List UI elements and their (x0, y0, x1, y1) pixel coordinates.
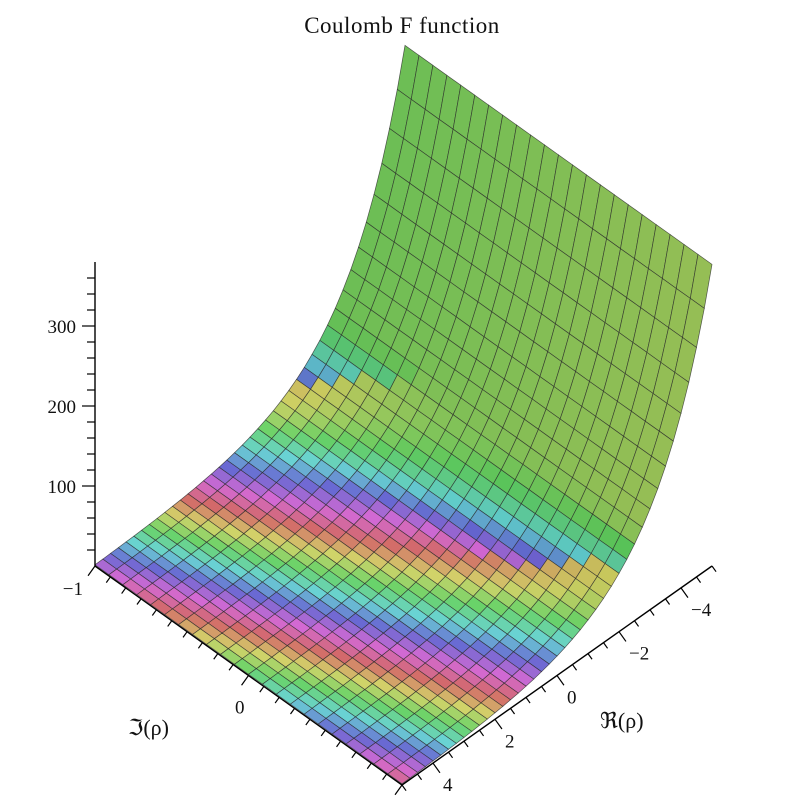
x-tick-mark (417, 773, 423, 781)
x-tick-mark (572, 664, 578, 671)
y-tick-mark (351, 751, 357, 759)
y-tick-mark (167, 620, 173, 627)
x-tick-mark (711, 565, 717, 573)
y-tick-mark (336, 740, 342, 748)
y-tick-label: 0 (235, 698, 245, 719)
x-tick-mark (479, 729, 485, 737)
x-tick-mark (556, 675, 565, 686)
z-tick-label: 100 (48, 477, 77, 498)
y-tick-mark (394, 784, 403, 796)
y-tick-mark (320, 729, 326, 737)
x-tick-label: −4 (691, 600, 712, 621)
x-tick-mark (696, 576, 702, 583)
x-tick-mark (603, 642, 609, 649)
y-tick-mark (228, 664, 234, 671)
y-tick-mark (136, 598, 142, 605)
y-tick-mark (87, 565, 96, 577)
x-tick-mark (401, 784, 407, 792)
x-axis-ticks: −4 −2 0 2 4 (401, 565, 717, 796)
z-tick-label: 300 (48, 317, 77, 338)
x-tick-mark (494, 718, 503, 730)
y-tick-mark (382, 773, 388, 781)
surface-mesh (94, 44, 713, 785)
x-tick-mark (448, 751, 454, 759)
x-tick-mark (680, 587, 689, 598)
y-tick-mark (182, 631, 188, 638)
x-tick-mark (510, 708, 516, 715)
x-tick-mark (649, 609, 655, 616)
y-tick-mark (121, 587, 127, 594)
y-tick-mark (213, 653, 219, 660)
x-tick-mark (541, 686, 547, 693)
x-axis-label: ℜ(ρ) (600, 708, 644, 733)
y-tick-mark (105, 576, 111, 583)
x-tick-mark (432, 762, 441, 774)
x-tick-mark (525, 697, 531, 704)
chart-title: Coulomb F function (304, 13, 500, 38)
y-tick-mark (290, 708, 296, 715)
y-tick-label: −1 (63, 579, 83, 600)
y-tick-mark (305, 718, 311, 726)
y-axis-label: ℑ(ρ) (128, 715, 169, 740)
y-tick-mark (366, 762, 372, 770)
x-tick-mark (665, 598, 671, 605)
surface-patch (387, 767, 411, 785)
y-tick-mark (259, 686, 265, 693)
x-tick-label: 2 (505, 731, 515, 752)
x-tick-label: 0 (567, 688, 577, 709)
x-tick-mark (587, 653, 593, 660)
y-tick-mark (197, 642, 203, 649)
y-tick-mark (241, 675, 249, 686)
z-axis-ticks: 100 200 300 (48, 277, 95, 551)
z-tick-label: 200 (48, 397, 77, 418)
x-tick-label: −2 (629, 644, 649, 665)
y-tick-mark (151, 609, 157, 616)
y-axis-ticks: −1 0 (63, 565, 403, 796)
x-tick-mark (634, 620, 640, 627)
y-tick-mark (274, 697, 280, 704)
x-tick-mark (618, 631, 627, 642)
x-tick-label: 4 (443, 775, 453, 796)
x-tick-mark (463, 740, 469, 748)
